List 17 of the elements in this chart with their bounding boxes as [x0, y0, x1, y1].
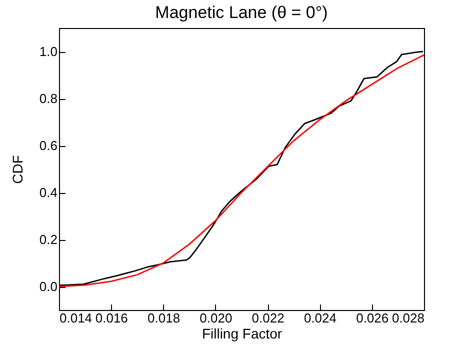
x-tick-label: 0.028: [392, 310, 424, 326]
x-tick-label: 0.026: [356, 310, 389, 326]
x-tick-label: 0.020: [200, 310, 232, 326]
y-axis-title: CDF: [9, 155, 26, 184]
x-tick-label: 0.018: [148, 310, 180, 326]
chart-title: Magnetic Lane (θ = 0°): [155, 3, 328, 22]
x-tick-label: 0.022: [252, 310, 284, 326]
x-tick-label: 0.014: [60, 310, 92, 326]
y-tick-label: 0.4: [39, 185, 58, 200]
y-tick-label: 0.8: [39, 91, 58, 106]
x-axis-title: Filling Factor: [202, 326, 282, 342]
x-tick-label: 0.016: [95, 310, 128, 326]
y-tick-label: 0.0: [39, 279, 58, 294]
y-tick-label: 0.6: [39, 138, 58, 153]
y-tick-label: 1.0: [39, 44, 58, 59]
x-tick-label: 0.024: [304, 310, 336, 326]
y-tick-label: 0.2: [39, 232, 58, 247]
